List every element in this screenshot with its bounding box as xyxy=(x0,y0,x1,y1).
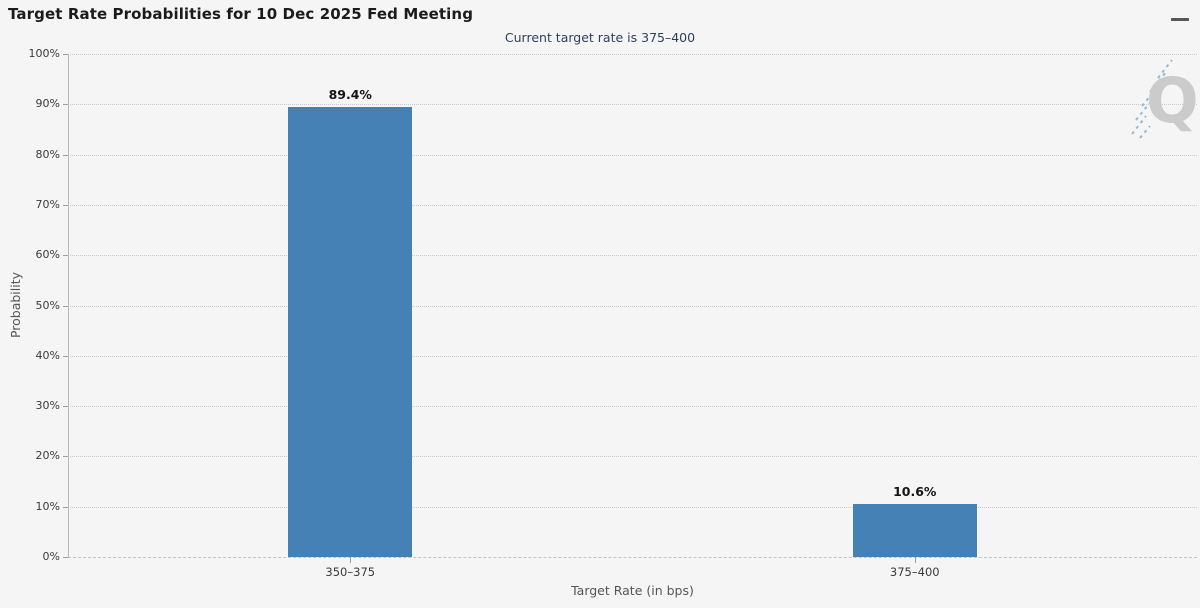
gridline xyxy=(68,255,1197,257)
gridline xyxy=(68,104,1197,106)
y-axis-tick xyxy=(63,154,68,156)
bar-value-label: 10.6% xyxy=(893,484,937,499)
page-title: Target Rate Probabilities for 10 Dec 202… xyxy=(8,5,474,23)
gridline xyxy=(68,204,1197,206)
y-axis-tick-label: 10% xyxy=(35,499,60,513)
y-axis-tick xyxy=(63,104,68,106)
y-axis-tick xyxy=(63,506,68,508)
y-axis-tick-label: 90% xyxy=(35,97,60,111)
y-axis-tick-label: 80% xyxy=(35,147,60,161)
y-axis-tick-label: 0% xyxy=(42,550,60,563)
y-axis-title: Probability xyxy=(8,271,23,339)
y-axis-tick-label: 40% xyxy=(35,348,60,362)
y-axis-tick-label: 50% xyxy=(35,298,60,312)
chart-context-menu-button[interactable] xyxy=(1168,7,1192,31)
x-axis-tick xyxy=(914,557,916,563)
bar-value-label: 89.4% xyxy=(328,87,372,102)
x-axis-category-label: 375–400 xyxy=(889,565,940,579)
x-axis-tick xyxy=(350,557,352,563)
gridline xyxy=(68,557,1197,558)
watermark-dashes xyxy=(1131,59,1173,139)
watermark-logo: Q xyxy=(1131,59,1199,139)
y-axis-tick xyxy=(63,54,68,55)
gridline xyxy=(68,154,1197,156)
x-axis-title: Target Rate (in bps) xyxy=(571,583,694,598)
gridline xyxy=(68,456,1197,458)
gridline xyxy=(68,355,1197,357)
y-axis-tick xyxy=(63,204,68,206)
y-axis-tick-label: 60% xyxy=(35,248,60,262)
gridline xyxy=(68,506,1197,508)
bar-350-375[interactable] xyxy=(288,107,413,557)
gridline xyxy=(68,406,1197,408)
y-axis-tick xyxy=(63,406,68,408)
bar-375-400[interactable] xyxy=(852,504,977,557)
y-axis-tick xyxy=(63,355,68,357)
y-axis-tick xyxy=(63,305,68,307)
y-axis-tick-label: 70% xyxy=(35,197,60,211)
y-axis-tick xyxy=(63,456,68,458)
y-axis-tick-label: 20% xyxy=(35,449,60,463)
chart-subtitle: Current target rate is 375–400 xyxy=(504,30,696,45)
x-axis-category-label: 350–375 xyxy=(325,565,376,579)
y-axis-tick-label: 100% xyxy=(28,47,60,60)
y-axis-tick xyxy=(63,255,68,257)
y-axis-tick xyxy=(63,557,68,558)
gridline xyxy=(68,54,1197,55)
watermark-q-letter: Q xyxy=(1146,64,1199,137)
gridline xyxy=(68,305,1197,307)
y-axis-tick-label: 30% xyxy=(35,399,60,413)
